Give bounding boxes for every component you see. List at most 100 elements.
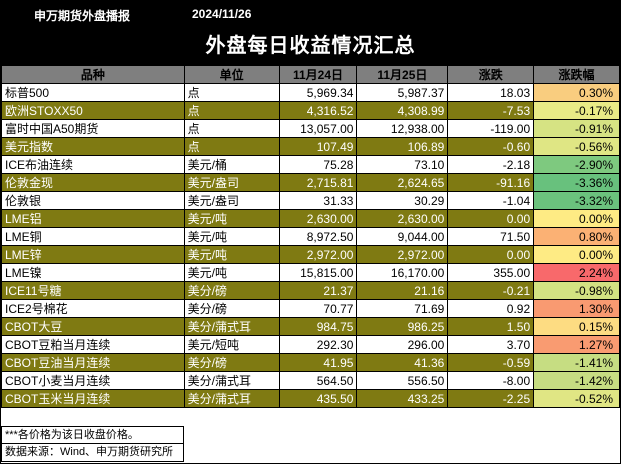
cell-value-nov25: 4,308.99 <box>356 101 449 120</box>
footnote-blank <box>184 426 620 444</box>
cell-value-nov25: 71.69 <box>356 299 449 318</box>
cell-change: -0.21 <box>447 281 535 300</box>
cell-change: -119.00 <box>447 119 535 138</box>
report-date: 2024/11/26 <box>192 7 252 21</box>
cell-change: 0.00 <box>447 209 535 228</box>
report-header-bar: 申万期货外盘播报 2024/11/26 <box>1 1 620 27</box>
table-row: 欧洲STOXX50 点 4,316.52 4,308.99 -7.53 -0.17% <box>1 101 620 120</box>
table-row: CBOT豆油当月连续 美分/磅 41.95 41.36 -0.59 -1.41% <box>1 353 620 372</box>
cell-name: CBOT玉米当月连续 <box>1 389 185 408</box>
table-row: LME铝 美元/吨 2,630.00 2,630.00 0.00 0.00% <box>1 209 620 228</box>
cell-unit: 美分/磅 <box>183 299 280 318</box>
footnote-price: ***各价格为该日收盘价格。 <box>1 426 184 444</box>
table-row: CBOT玉米当月连续 美分/蒲式耳 435.50 433.25 -2.25 -0.52% <box>1 389 620 408</box>
cell-unit: 点 <box>183 119 280 138</box>
report-title: 外盘每日收益情况汇总 <box>1 27 620 65</box>
cell-change-pct: -3.36% <box>533 173 620 192</box>
cell-value-nov24: 4,316.52 <box>278 101 358 120</box>
cell-value-nov24: 21.37 <box>278 281 358 300</box>
cell-value-nov24: 5,969.34 <box>278 83 358 102</box>
cell-change: -2.25 <box>447 389 535 408</box>
cell-change: 1.50 <box>447 317 535 336</box>
col-header-date2: 11月25日 <box>356 65 449 84</box>
cell-value-nov25: 21.16 <box>356 281 449 300</box>
cell-value-nov25: 12,938.00 <box>356 119 449 138</box>
cell-value-nov25: 73.10 <box>356 155 449 174</box>
cell-value-nov24: 564.50 <box>278 371 358 390</box>
cell-change: 0.00 <box>447 245 535 264</box>
cell-unit: 美分/蒲式耳 <box>183 371 280 390</box>
cell-change-pct: -3.32% <box>533 191 620 210</box>
cell-change: 71.50 <box>447 227 535 246</box>
cell-value-nov25: 296.00 <box>356 335 449 354</box>
cell-unit: 美元/桶 <box>183 155 280 174</box>
cell-change-pct: -2.90% <box>533 155 620 174</box>
returns-table: 品种 单位 11月24日 11月25日 涨跌 涨跌幅 标普500 点 5,969.3… <box>1 65 620 408</box>
cell-change-pct: 0.00% <box>533 245 620 264</box>
cell-change: 3.70 <box>447 335 535 354</box>
cell-name: 美元指数 <box>1 137 185 156</box>
table-row: ICE2号棉花 美分/磅 70.77 71.69 0.92 1.30% <box>1 299 620 318</box>
cell-value-nov25: 2,630.00 <box>356 209 449 228</box>
cell-value-nov24: 292.30 <box>278 335 358 354</box>
table-row: 伦敦银 美元/盎司 31.33 30.29 -1.04 -3.32% <box>1 191 620 210</box>
cell-change-pct: 0.15% <box>533 317 620 336</box>
cell-name: CBOT豆粕当月连续 <box>1 335 185 354</box>
table-row: ICE布油连续 美元/桶 75.28 73.10 -2.18 -2.90% <box>1 155 620 174</box>
cell-unit: 美分/蒲式耳 <box>183 389 280 408</box>
cell-value-nov24: 41.95 <box>278 353 358 372</box>
cell-name: ICE布油连续 <box>1 155 185 174</box>
cell-value-nov25: 9,044.00 <box>356 227 449 246</box>
cell-unit: 美分/蒲式耳 <box>183 317 280 336</box>
cell-name: 伦敦银 <box>1 191 185 210</box>
cell-value-nov25: 5,987.37 <box>356 83 449 102</box>
cell-value-nov24: 107.49 <box>278 137 358 156</box>
cell-unit: 美元/吨 <box>183 263 280 282</box>
cell-change-pct: 2.24% <box>533 263 620 282</box>
cell-value-nov25: 41.36 <box>356 353 449 372</box>
cell-change-pct: -1.42% <box>533 371 620 390</box>
cell-unit: 美分/磅 <box>183 353 280 372</box>
cell-value-nov24: 984.75 <box>278 317 358 336</box>
table-row: 伦敦金现 美元/盎司 2,715.81 2,624.65 -91.16 -3.36% <box>1 173 620 192</box>
table-row: LME镍 美元/吨 15,815.00 16,170.00 355.00 2.24% <box>1 263 620 282</box>
table-row: 富时中国A50期货点 13,057.00 12,938.00 -119.00 -0.91… <box>1 119 620 138</box>
cell-name: LME铝 <box>1 209 185 228</box>
table-header-row: 品种 单位 11月24日 11月25日 涨跌 涨跌幅 <box>1 65 620 84</box>
col-header-unit: 单位 <box>183 65 280 84</box>
cell-change: -8.00 <box>447 371 535 390</box>
col-header-pct: 涨跌幅 <box>533 65 620 84</box>
cell-unit: 点 <box>183 83 280 102</box>
cell-change-pct: 0.30% <box>533 83 620 102</box>
report-source-label: 申万期货外盘播报 <box>34 9 131 23</box>
footnote-source: 数据来源：Wind、申万期货研究所 <box>1 444 184 462</box>
cell-unit: 美元/吨 <box>183 245 280 264</box>
cell-change-pct: 0.00% <box>533 209 620 228</box>
cell-unit: 点 <box>183 137 280 156</box>
table-row: 标普500 点 5,969.34 5,987.37 18.03 0.30% <box>1 83 620 102</box>
col-header-name: 品种 <box>1 65 185 84</box>
cell-value-nov24: 75.28 <box>278 155 358 174</box>
cell-value-nov25: 556.50 <box>356 371 449 390</box>
cell-unit: 美元/盎司 <box>183 191 280 210</box>
cell-name: 标普500 <box>1 83 185 102</box>
table-row: CBOT大豆 美分/蒲式耳 984.75 986.25 1.50 0.15% <box>1 317 620 336</box>
cell-change-pct: -0.17% <box>533 101 620 120</box>
cell-value-nov24: 70.77 <box>278 299 358 318</box>
cell-value-nov25: 2,972.00 <box>356 245 449 264</box>
table-row: 美元指数点 107.49 106.89 -0.60 -0.56% <box>1 137 620 156</box>
cell-value-nov24: 2,972.00 <box>278 245 358 264</box>
cell-change-pct: -1.41% <box>533 353 620 372</box>
cell-value-nov25: 433.25 <box>356 389 449 408</box>
cell-change: 0.92 <box>447 299 535 318</box>
cell-change-pct: -0.98% <box>533 281 620 300</box>
cell-change-pct: 1.30% <box>533 299 620 318</box>
cell-name: LME镍 <box>1 263 185 282</box>
cell-name: CBOT大豆 <box>1 317 185 336</box>
cell-change: -0.60 <box>447 137 535 156</box>
cell-unit: 美元/吨 <box>183 209 280 228</box>
cell-change: -1.04 <box>447 191 535 210</box>
cell-change: -0.59 <box>447 353 535 372</box>
table-row: CBOT豆粕当月连续 美元/短吨 292.30 296.00 3.70 1.27% <box>1 335 620 354</box>
